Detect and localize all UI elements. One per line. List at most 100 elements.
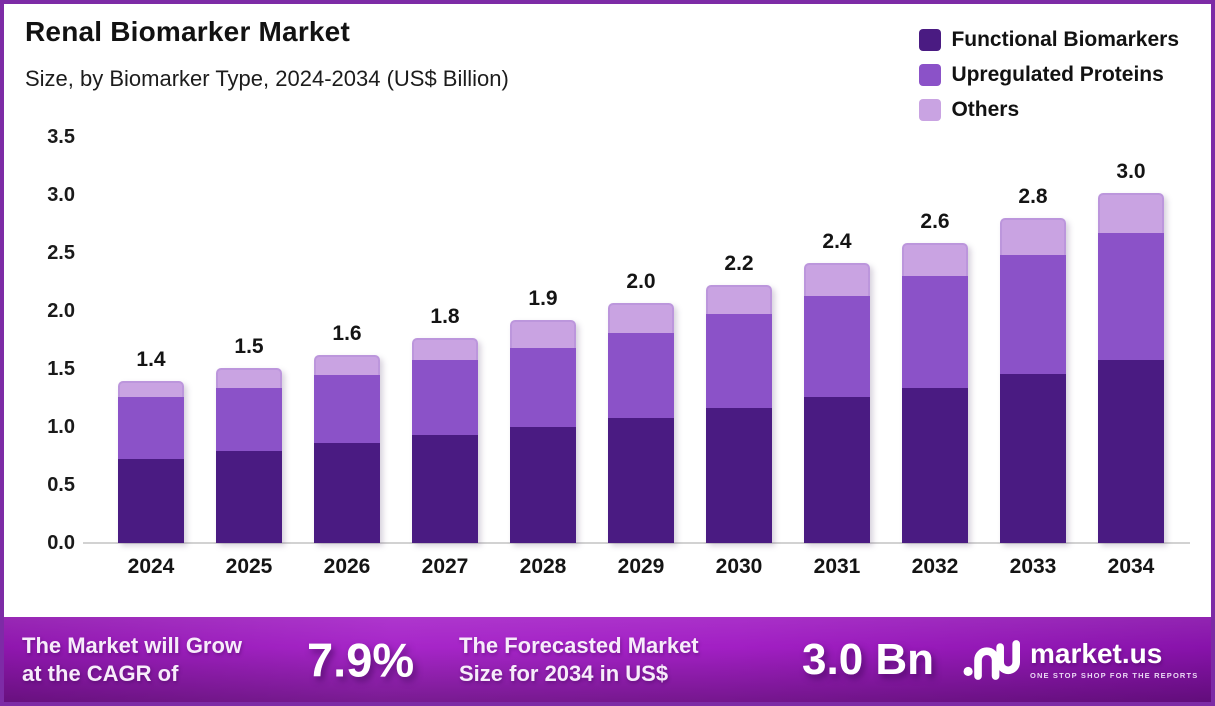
stacked-bar-2033 <box>1000 218 1066 543</box>
stacked-bar-2029 <box>608 302 674 543</box>
bar-segment-2027-functional-biomarkers <box>412 435 478 543</box>
x-axis-label-2024: 2024 <box>127 555 175 578</box>
y-axis-tick-2.5: 2.5 <box>47 242 75 264</box>
bar-segment-2033-functional-biomarkers <box>1000 373 1066 543</box>
bar-segment-2027-others <box>412 337 478 360</box>
bar-segment-2026-others <box>314 355 380 375</box>
legend-label-upregulated-proteins: Upregulated Proteins <box>951 63 1164 86</box>
bar-segment-2027-upregulated-proteins <box>412 359 478 436</box>
legend-item-upregulated-proteins: Upregulated Proteins <box>919 63 1179 87</box>
stacked-bar-2028 <box>510 320 576 543</box>
legend-item-functional-biomarkers: Functional Biomarkers <box>919 28 1179 52</box>
bar-segment-2033-upregulated-proteins <box>1000 255 1066 374</box>
bar-segment-2031-others <box>804 263 870 296</box>
bar-segment-2024-upregulated-proteins <box>118 396 184 460</box>
x-axis-label-2030: 2030 <box>715 555 763 578</box>
stacked-bar-2030 <box>706 285 772 543</box>
bar-total-label-2028: 1.9 <box>528 287 558 311</box>
stacked-bar-2026 <box>314 355 380 543</box>
y-axis-tick-2.0: 2.0 <box>47 300 75 322</box>
bar-segment-2026-upregulated-proteins <box>314 374 380 444</box>
bar-segment-2030-others <box>706 285 772 315</box>
bar-segment-2026-functional-biomarkers <box>314 443 380 543</box>
forecast-label-line2: Size for 2034 in US$ <box>459 660 669 686</box>
bar-total-label-2025: 1.5 <box>234 334 264 358</box>
x-axis-label-2034: 2034 <box>1107 555 1155 578</box>
stacked-bar-chart: 0.0 0.5 1.0 1.5 2.0 2.5 3.0 3.5 1.4 2024 1.5 2025 1.… <box>4 4 1211 702</box>
bar-total-label-2034: 3.0 <box>1116 159 1146 183</box>
forecast-value: 3.0 Bn <box>802 634 935 684</box>
x-axis-label-2028: 2028 <box>519 555 567 578</box>
x-axis-label-2033: 2033 <box>1009 555 1057 578</box>
legend-swatch-upregulated-proteins <box>919 64 942 86</box>
bar-segment-2025-functional-biomarkers <box>216 451 282 543</box>
bar-segment-2032-others <box>902 242 968 277</box>
bar-segment-2030-upregulated-proteins <box>706 314 772 409</box>
bar-total-label-2031: 2.4 <box>822 230 852 254</box>
cagr-label: The Market will Grow at the CAGR of <box>22 632 242 688</box>
bar-total-label-2033: 2.8 <box>1018 185 1048 209</box>
bar-segment-2029-others <box>608 302 674 334</box>
legend-swatch-others <box>919 99 942 121</box>
bar-segment-2034-others <box>1098 192 1164 234</box>
bar-total-label-2029: 2.0 <box>626 269 656 293</box>
bar-total-label-2027: 1.8 <box>430 304 460 328</box>
bar-segment-2028-upregulated-proteins <box>510 348 576 427</box>
x-axis-label-2027: 2027 <box>421 555 469 578</box>
bar-total-label-2032: 2.6 <box>920 209 950 233</box>
cagr-value: 7.9% <box>307 633 415 686</box>
x-axis-label-2029: 2029 <box>617 555 665 578</box>
bar-segment-2034-functional-biomarkers <box>1098 359 1164 543</box>
y-axis-tick-0.5: 0.5 <box>47 474 75 496</box>
cagr-label-line1: The Market will Grow <box>22 632 243 658</box>
chart-legend: Functional Biomarkers Upregulated Protein… <box>919 28 1179 122</box>
bar-segment-2024-functional-biomarkers <box>118 459 184 543</box>
bar-segment-2034-upregulated-proteins <box>1098 233 1164 360</box>
legend-label-others: Others <box>951 98 1020 121</box>
bar-segment-2031-functional-biomarkers <box>804 396 870 543</box>
stacked-bar-2032 <box>902 242 968 543</box>
bar-segment-2032-functional-biomarkers <box>902 387 968 543</box>
stacked-bar-2025 <box>216 367 282 543</box>
stacked-bar-2031 <box>804 263 870 543</box>
y-axis-tick-3.5: 3.5 <box>47 126 75 148</box>
marketus-logo-tagline: ONE STOP SHOP FOR THE REPORTS <box>1030 671 1199 680</box>
bar-segment-2030-functional-biomarkers <box>706 408 772 543</box>
y-axis-tick-0.0: 0.0 <box>47 532 75 554</box>
bar-segment-2025-others <box>216 367 282 388</box>
stacked-bar-2034 <box>1098 192 1164 543</box>
legend-label-functional-biomarkers: Functional Biomarkers <box>951 28 1179 51</box>
bar-segment-2025-upregulated-proteins <box>216 387 282 452</box>
cagr-label-line2: at the CAGR of <box>22 660 179 686</box>
bar-total-label-2026: 1.6 <box>332 322 362 346</box>
y-axis-tick-1.0: 1.0 <box>47 416 75 438</box>
forecast-label: The Forecasted Market Size for 2034 in U… <box>459 632 699 688</box>
bar-segment-2024-others <box>118 380 184 397</box>
legend-swatch-functional-biomarkers <box>919 29 942 51</box>
page-subtitle: Size, by Biomarker Type, 2024-2034 (US$ … <box>25 66 509 91</box>
stacked-bar-2024 <box>118 380 184 543</box>
bottom-banner: The Market will Grow at the CAGR of 7.9%… <box>4 617 1211 702</box>
legend-item-others: Others <box>919 98 1179 122</box>
x-axis-label-2026: 2026 <box>323 555 371 578</box>
x-axis-line <box>83 542 1190 544</box>
bar-segment-2031-upregulated-proteins <box>804 295 870 397</box>
bar-total-label-2024: 1.4 <box>136 347 166 371</box>
marketus-logo: market.us ONE STOP SHOP FOR THE REPORTS <box>962 634 1198 686</box>
bar-segment-2028-functional-biomarkers <box>510 426 576 543</box>
y-axis-tick-3.0: 3.0 <box>47 184 75 206</box>
bar-segment-2029-functional-biomarkers <box>608 417 674 543</box>
forecast-label-line1: The Forecasted Market <box>459 632 699 658</box>
bar-segment-2033-others <box>1000 218 1066 256</box>
bar-total-label-2030: 2.2 <box>724 252 754 276</box>
marketus-logo-text: market.us ONE STOP SHOP FOR THE REPORTS <box>1030 638 1199 681</box>
stacked-bar-2027 <box>412 337 478 543</box>
y-axis-tick-1.5: 1.5 <box>47 358 75 380</box>
x-axis-label-2032: 2032 <box>911 555 959 578</box>
page-title: Renal Biomarker Market <box>25 16 350 47</box>
bar-segment-2032-upregulated-proteins <box>902 276 968 388</box>
marketus-logo-icon <box>963 639 1020 680</box>
marketus-logo-name: market.us <box>1030 638 1163 669</box>
x-axis-label-2031: 2031 <box>813 555 861 578</box>
